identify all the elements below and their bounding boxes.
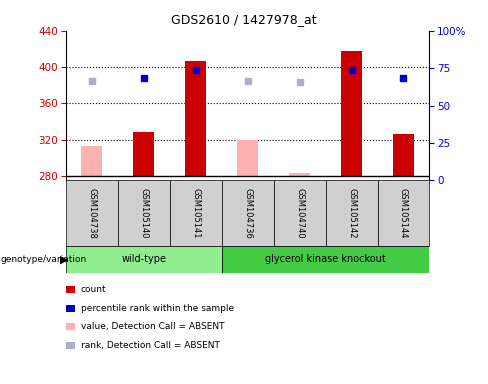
Bar bbox=[222, 180, 274, 246]
Text: wild-type: wild-type bbox=[122, 254, 166, 264]
Text: value, Detection Call = ABSENT: value, Detection Call = ABSENT bbox=[81, 322, 224, 331]
Bar bbox=[325, 180, 378, 246]
Text: genotype/variation: genotype/variation bbox=[1, 255, 87, 264]
Text: GSM104736: GSM104736 bbox=[243, 188, 252, 238]
Text: GSM105140: GSM105140 bbox=[139, 188, 148, 238]
Text: rank, Detection Call = ABSENT: rank, Detection Call = ABSENT bbox=[81, 341, 220, 350]
Text: ▶: ▶ bbox=[60, 254, 68, 264]
Bar bbox=[274, 180, 325, 246]
Text: GSM105141: GSM105141 bbox=[191, 188, 200, 238]
Text: glycerol kinase knockout: glycerol kinase knockout bbox=[265, 254, 386, 264]
Text: GSM105144: GSM105144 bbox=[399, 188, 408, 238]
Bar bbox=[237, 140, 258, 176]
Text: count: count bbox=[81, 285, 106, 295]
Text: GDS2610 / 1427978_at: GDS2610 / 1427978_at bbox=[171, 13, 317, 26]
Bar bbox=[170, 180, 222, 246]
Bar bbox=[185, 61, 206, 176]
Bar bbox=[341, 51, 362, 176]
Bar bbox=[133, 132, 154, 176]
Bar bbox=[378, 180, 429, 246]
Text: GSM104738: GSM104738 bbox=[87, 188, 96, 238]
Bar bbox=[118, 180, 170, 246]
Bar bbox=[393, 134, 414, 176]
Bar bbox=[222, 246, 429, 273]
Bar bbox=[81, 146, 102, 176]
Text: GSM104740: GSM104740 bbox=[295, 188, 304, 238]
Bar bbox=[289, 173, 310, 176]
Bar bbox=[66, 180, 118, 246]
Bar bbox=[66, 246, 222, 273]
Text: GSM105142: GSM105142 bbox=[347, 188, 356, 238]
Text: percentile rank within the sample: percentile rank within the sample bbox=[81, 304, 234, 313]
